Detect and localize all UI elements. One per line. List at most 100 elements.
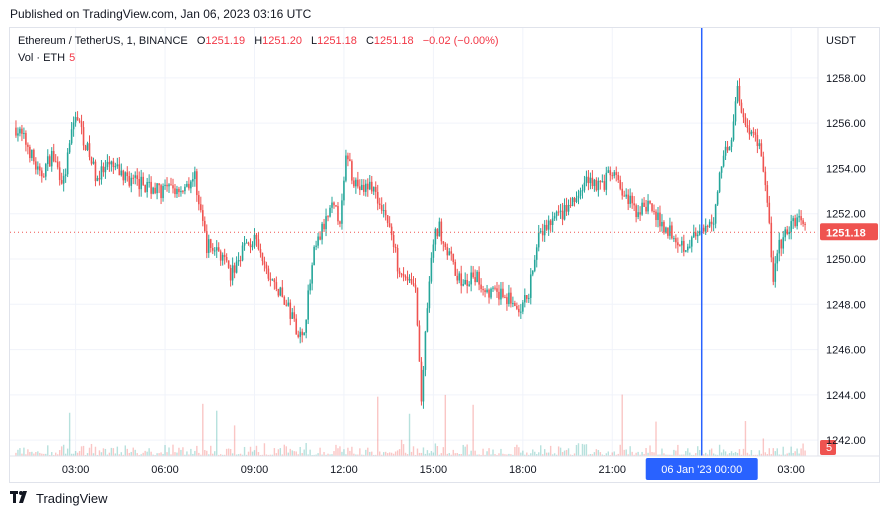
volume-bar — [84, 454, 87, 456]
candle-body — [359, 186, 361, 191]
candle-body — [633, 203, 635, 206]
volume-bar — [55, 452, 57, 456]
volume-bar — [373, 454, 375, 456]
volume-bar — [386, 453, 389, 456]
candle-body — [37, 166, 39, 170]
candle-body — [176, 188, 178, 195]
footer-brand[interactable]: TradingView — [10, 491, 108, 506]
volume-bar — [468, 454, 470, 456]
candle-body — [279, 287, 282, 296]
volume-bar — [349, 450, 351, 456]
volume-bar — [440, 453, 443, 456]
volume-bar — [657, 454, 659, 456]
volume-bar — [432, 452, 435, 456]
candle-body — [140, 176, 142, 190]
candle-body — [301, 331, 303, 336]
volume-bar — [778, 454, 780, 456]
volume-bar — [263, 443, 266, 456]
volume-bar — [392, 453, 395, 456]
candle-body — [720, 166, 723, 173]
volume-bar — [486, 451, 488, 456]
candle-body — [404, 276, 407, 278]
volume-bar — [504, 454, 506, 456]
volume-bar — [623, 449, 625, 456]
volume-bar — [724, 451, 727, 456]
volume-bar — [265, 454, 268, 456]
volume-bar — [31, 451, 33, 456]
candle-body — [798, 216, 800, 218]
candle-body — [386, 215, 389, 224]
volume-bar — [357, 454, 359, 456]
volume-bar — [579, 454, 582, 456]
volume-bar — [247, 451, 250, 456]
candle-body — [285, 304, 288, 306]
candle-body — [486, 289, 488, 293]
candle-body — [516, 306, 518, 309]
chart-frame[interactable] — [9, 27, 880, 483]
volume-bar — [593, 452, 596, 456]
candle-body — [492, 287, 494, 289]
candle-body — [261, 252, 264, 262]
candle-body — [337, 206, 339, 222]
candle-body — [190, 181, 192, 189]
volume-bar — [798, 453, 800, 456]
candle-body — [430, 257, 433, 282]
candle-body — [790, 221, 792, 232]
volume-badge — [820, 440, 836, 455]
candle-body — [490, 288, 492, 298]
volume-bar — [804, 450, 806, 456]
volume-bar — [309, 449, 311, 456]
candle-body — [573, 197, 576, 202]
volume-bar — [245, 454, 248, 456]
y-tick-label: 1242.00 — [826, 435, 866, 447]
candle-body — [527, 297, 530, 299]
candle-body — [319, 236, 321, 240]
candle-body — [361, 184, 363, 191]
candle-body — [518, 308, 520, 313]
candle-body — [742, 112, 745, 118]
volume-bar — [490, 454, 492, 456]
candle-body — [537, 232, 540, 248]
volume-label[interactable]: Vol · ETH — [18, 52, 66, 64]
candle-body — [196, 171, 198, 196]
volume-bar — [144, 450, 146, 456]
candle-body — [142, 176, 144, 185]
candle-body — [621, 188, 624, 196]
candle-body — [502, 288, 504, 298]
volume-bar — [267, 454, 270, 456]
volume-bar — [363, 454, 365, 456]
candle-body — [464, 279, 466, 285]
chart-legend: Ethereum / TetherUS, 1, BINANCE O1251.19… — [18, 35, 499, 47]
candle-body — [76, 117, 79, 121]
candle-body — [607, 170, 610, 173]
candle-body — [221, 254, 224, 261]
volume-bar — [229, 449, 232, 456]
symbol-name[interactable]: Ethereum / TetherUS, 1, BINANCE — [18, 35, 188, 47]
candle-body — [589, 177, 592, 184]
candle-body — [48, 156, 51, 167]
brand-name: TradingView — [36, 491, 108, 506]
candle-body — [19, 128, 21, 134]
volume-bar — [98, 450, 101, 456]
candle-body — [412, 283, 415, 285]
volume-bar — [235, 454, 238, 456]
volume-bar — [367, 447, 369, 456]
candle-body — [663, 221, 665, 233]
volume-legend: Vol · ETH 5 — [18, 52, 75, 64]
candle-body — [764, 171, 767, 186]
volume-bar — [601, 454, 604, 456]
candle-body — [84, 145, 87, 151]
volume-bar — [227, 448, 230, 456]
candle-body — [408, 279, 411, 281]
candle-body — [794, 218, 796, 227]
volume-bar — [746, 452, 749, 456]
candle-body — [585, 176, 588, 183]
volume-bar — [94, 446, 97, 456]
candle-body — [611, 175, 614, 177]
candle-body — [744, 117, 747, 126]
candle-body — [289, 302, 292, 319]
volume-bar — [460, 454, 462, 456]
candle-body — [370, 181, 373, 192]
volume-bar — [253, 450, 256, 456]
